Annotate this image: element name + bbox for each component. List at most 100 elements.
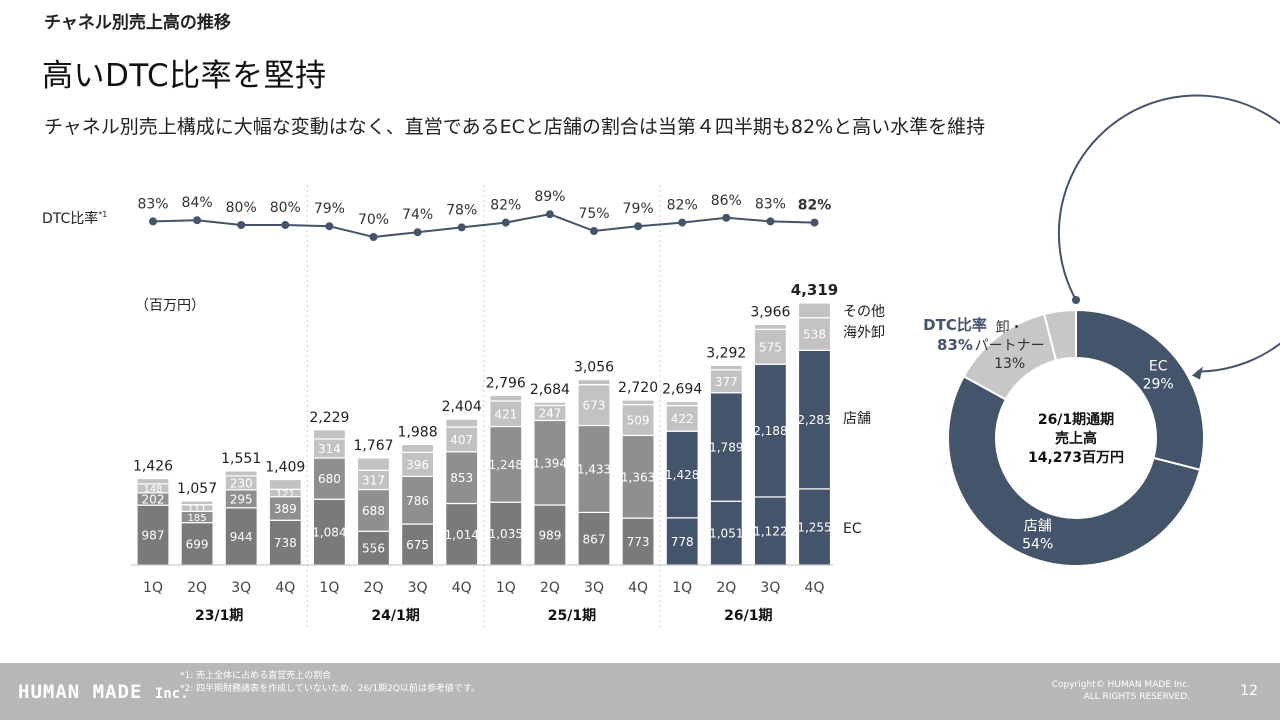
bar-value-label: 673 [583, 399, 606, 413]
dtc-point [678, 218, 687, 227]
x-tick-label: 3Q [584, 580, 604, 596]
bar-other-segment [533, 401, 567, 407]
bar-value-label: 407 [450, 433, 473, 447]
dtc-value-label: 78% [446, 202, 477, 218]
bar-other-segment [401, 443, 435, 453]
dtc-point [325, 222, 334, 231]
bar-total-label: 3,292 [706, 345, 746, 361]
bar-value-label: 377 [715, 375, 738, 389]
donut-center-text: 14,273百万円 [1028, 450, 1124, 466]
bar-store-segment [533, 419, 567, 506]
bar-total-label: 1,057 [177, 481, 217, 497]
bar-value-label: 853 [450, 471, 473, 485]
bar-other-segment [136, 477, 170, 485]
dtc-value-label: 89% [534, 189, 565, 205]
bar-value-label: 421 [494, 407, 517, 421]
x-tick-label: 2Q [540, 580, 560, 596]
bar-value-label: 295 [230, 492, 253, 506]
bar-value-label: 422 [671, 412, 694, 426]
donut-slice-label: EC [1149, 358, 1168, 374]
dtc-value-label: 79% [314, 201, 345, 217]
bar-value-label: 675 [406, 538, 429, 552]
dtc-value-label: 74% [402, 207, 433, 223]
x-tick-label: 3Q [760, 580, 780, 596]
period-label: 23/1期 [195, 608, 243, 624]
bar-total-label: 4,319 [791, 281, 838, 299]
bar-store-segment [709, 392, 743, 502]
period-label: 25/1期 [548, 608, 596, 624]
bar-store-segment [665, 430, 699, 519]
dtc-point [590, 227, 598, 235]
dtc-ratio-arc [1057, 94, 1280, 373]
bar-value-label: 1,122 [753, 525, 787, 539]
bar-value-label: 148 [143, 484, 162, 495]
bar-value-label: 738 [274, 536, 297, 550]
bar-total-label: 2,404 [442, 399, 482, 415]
donut-center-text: 売上高 [1055, 430, 1097, 447]
x-tick-label: 2Q [364, 580, 384, 596]
bar-total-label: 3,056 [574, 360, 614, 376]
donut-slice-label: 卸・ [996, 320, 1024, 336]
logo-suffix: Inc. [154, 686, 189, 702]
bar-value-label: 202 [142, 493, 165, 507]
bar-wholesale-segment [753, 328, 788, 365]
bar-value-label: 1,433 [577, 463, 611, 477]
donut-center-text: 26/1期通期 [1038, 412, 1114, 428]
bar-value-label: 944 [230, 530, 253, 544]
bar-value-label: 314 [318, 442, 341, 456]
bar-value-label: 989 [538, 529, 561, 543]
bar-value-label: 1,035 [489, 527, 523, 541]
copyright-line-2: ALL RIGHTS RESERVED. [1083, 692, 1190, 702]
bar-other-segment [356, 457, 391, 471]
unit-label: （百万円） [135, 298, 205, 314]
dtc-point [457, 223, 466, 232]
dtc-value-label: 83% [137, 196, 168, 212]
footnote-1: *1: 売上全体に占める直営売上の割合 [180, 671, 332, 681]
dtc-arc-dot [1072, 296, 1080, 304]
x-tick-label: 1Q [319, 580, 339, 596]
bar-total-label: 2,684 [530, 382, 570, 398]
bar-other-segment [753, 323, 788, 330]
bar-ec-segment [797, 488, 832, 566]
dtc-value-label: 70% [358, 212, 389, 228]
footer: HUMAN MADE Inc. *1: 売上全体に占める直営売上の割合 *2: … [0, 663, 1280, 720]
bar-value-label: 1,789 [709, 441, 743, 455]
dtc-value-label: 79% [623, 201, 654, 217]
bar-value-label: 1,394 [533, 456, 567, 470]
dtc-value-label: 82% [798, 198, 832, 214]
dtc-point [281, 221, 290, 229]
period-label: 24/1期 [371, 608, 419, 624]
page-number: 12 [1240, 683, 1258, 699]
dtc-arc-arrowhead [1191, 366, 1203, 380]
bar-total-label: 2,229 [309, 410, 349, 426]
legend-other: その他 [843, 304, 885, 320]
footnotes: *1: 売上全体に占める直営売上の割合 *2: 四半期財務諸表を作成していないた… [180, 670, 480, 696]
dtc-point [722, 213, 731, 222]
dtc-value-label: 83% [755, 196, 786, 212]
bar-value-label: 786 [406, 494, 429, 508]
dtc-point [810, 218, 819, 227]
bar-value-label: 1,428 [665, 468, 699, 482]
bar-store-segment [356, 488, 391, 532]
bar-value-label: 773 [627, 535, 650, 549]
bar-value-label: 575 [759, 340, 782, 354]
dtc-value-label: 75% [578, 206, 609, 222]
bar-value-label: 1,248 [489, 458, 523, 472]
dtc-line-label-text: DTC比率 [42, 210, 98, 227]
company-logo: HUMAN MADE Inc. [18, 681, 189, 703]
bar-total-label: 1,988 [398, 424, 438, 440]
donut-slice-label: 54% [1022, 537, 1053, 553]
bar-value-label: 688 [362, 504, 385, 518]
bar-wholesale-segment [665, 404, 699, 432]
donut-slice-label: 13% [994, 356, 1025, 372]
bar-ec-segment [489, 501, 523, 566]
donut-slice-label: 店舗 [1024, 519, 1052, 535]
dtc-point [149, 217, 157, 226]
x-tick-label: 2Q [716, 580, 736, 596]
legend-wholesale: 海外卸 [843, 325, 885, 341]
bar-total-label: 2,720 [618, 380, 658, 396]
legend-store: 店舗 [843, 411, 871, 427]
bar-value-label: 699 [186, 537, 209, 551]
bar-other-segment [445, 418, 479, 428]
bar-wholesale-segment [401, 451, 435, 477]
